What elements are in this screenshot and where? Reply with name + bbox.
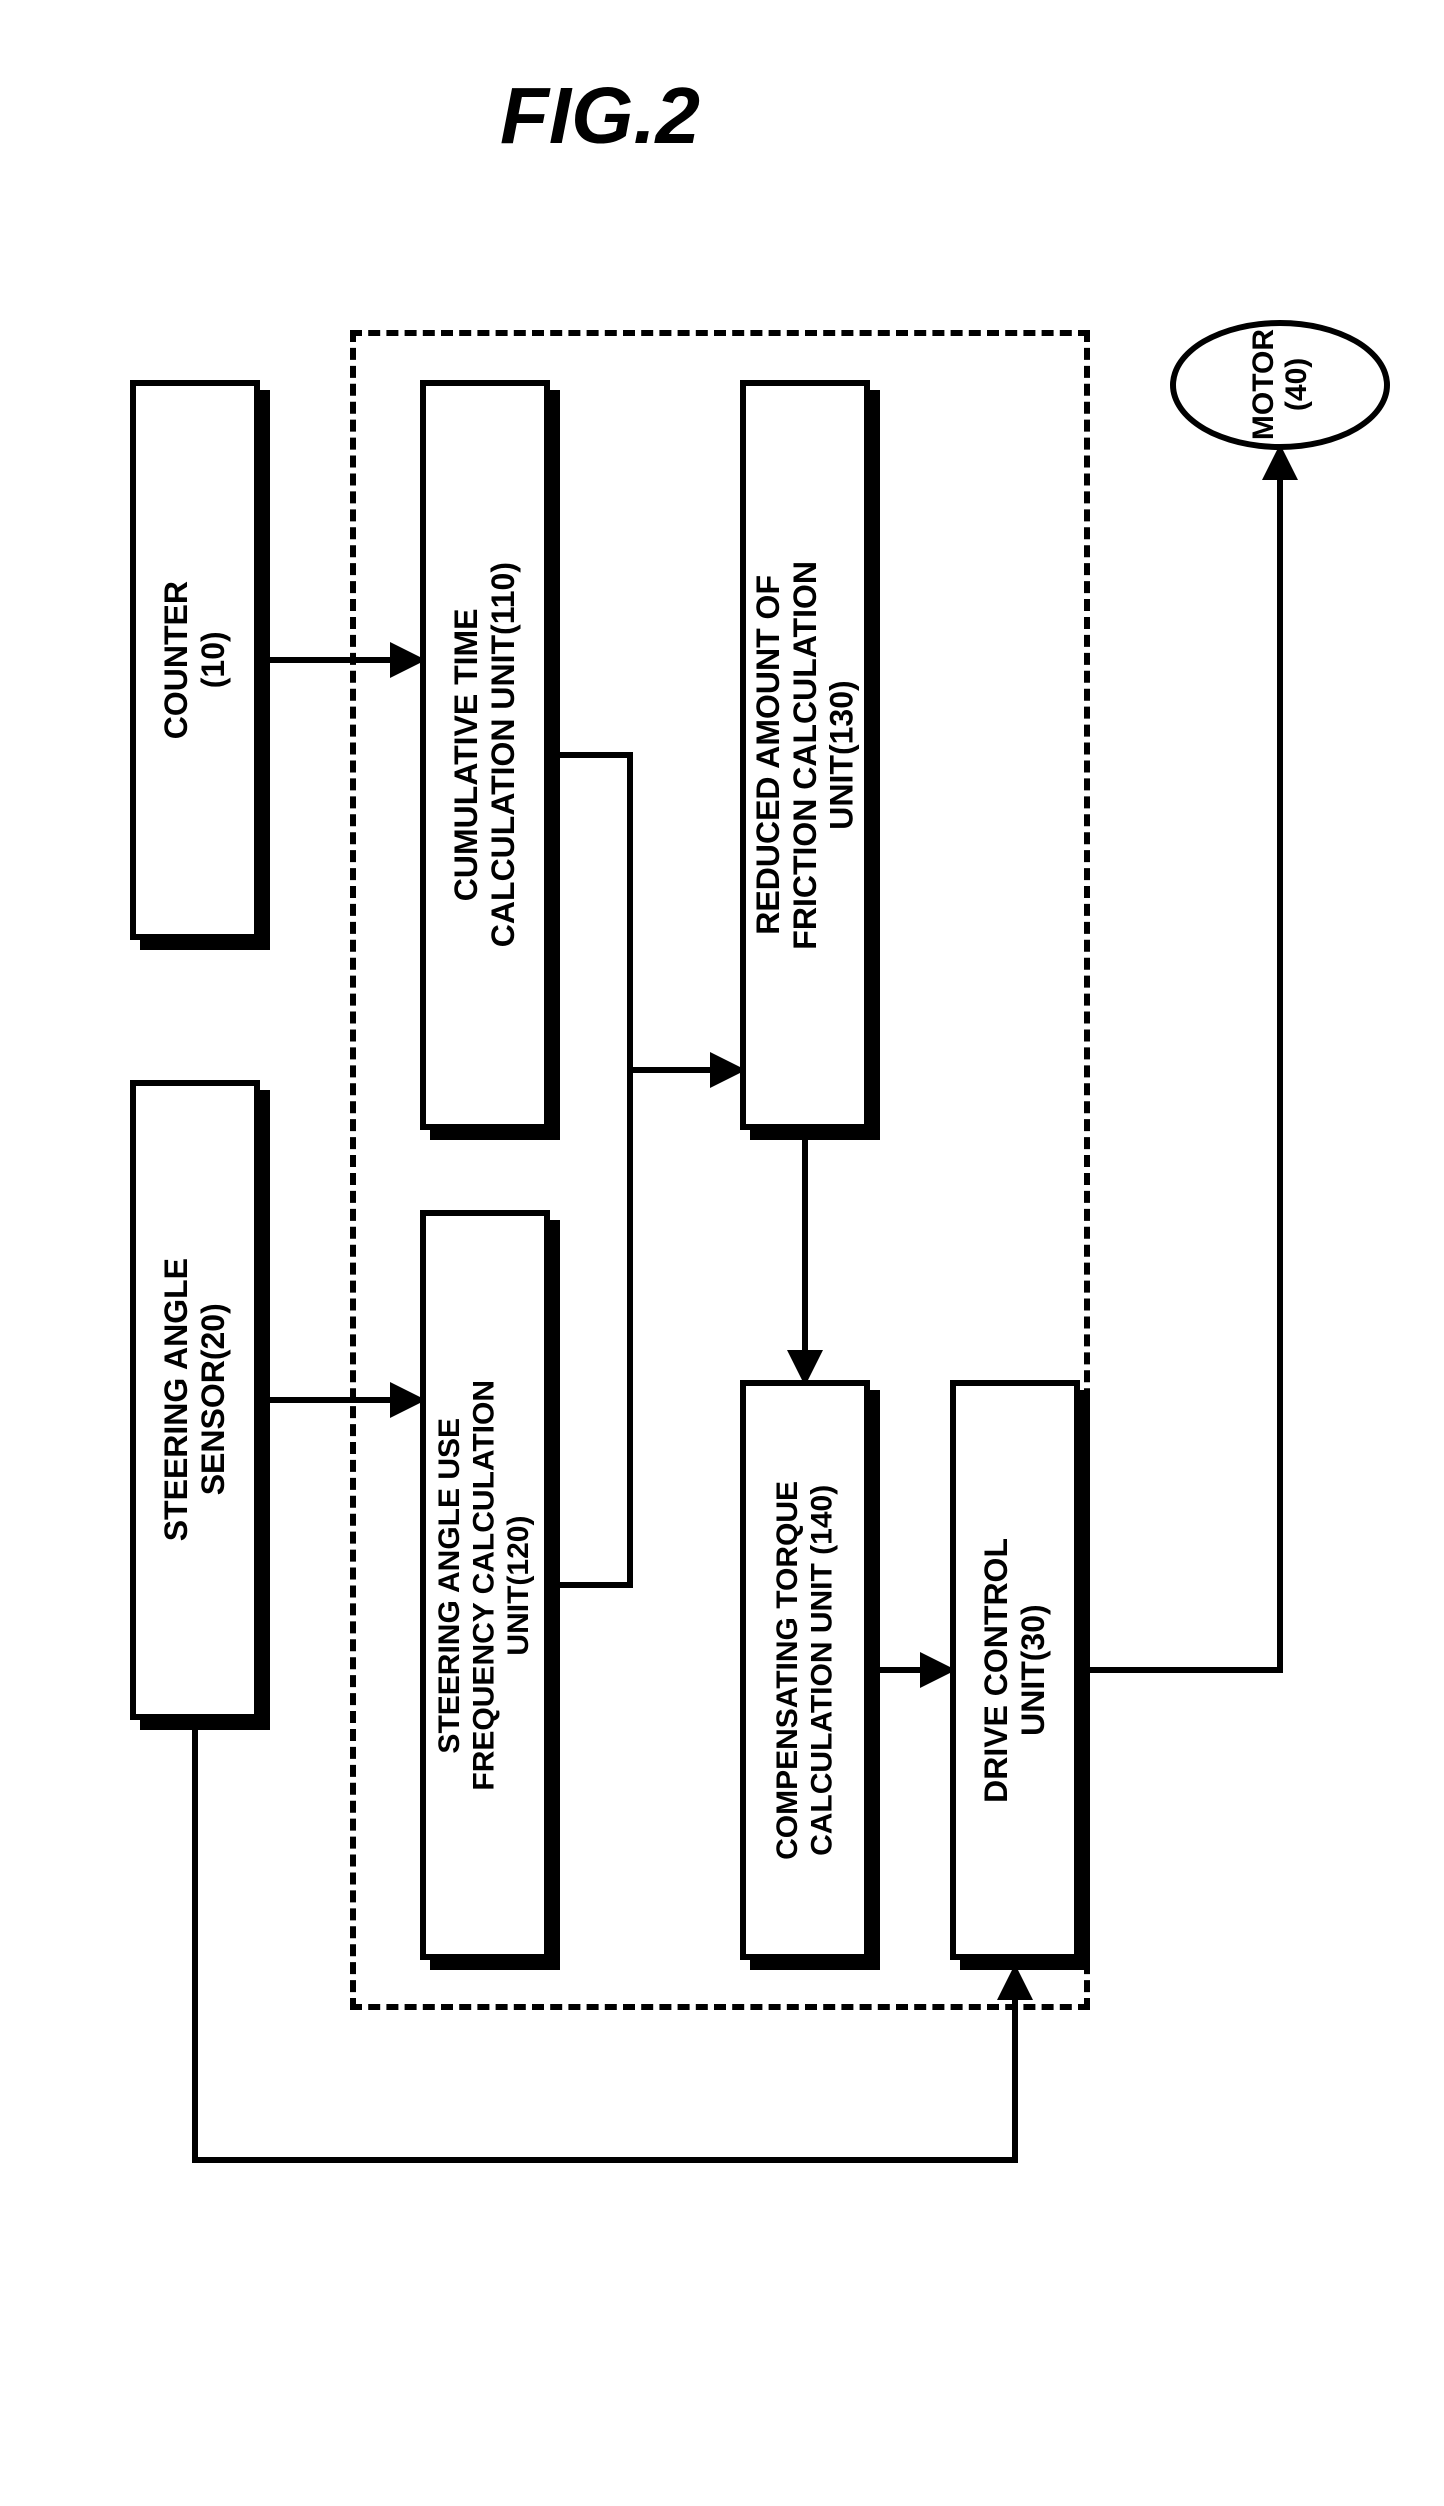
block-drive-control-unit: DRIVE CONTROLUNIT(30) <box>950 1380 1080 1960</box>
block-steering-angle-use-freq-calc: STEERING ANGLE USEFREQUENCY CALCULATIONU… <box>420 1210 550 1960</box>
block-counter: COUNTER(10) <box>130 380 260 940</box>
block-cumulative-time-calc: CUMULATIVE TIMECALCULATION UNIT(110) <box>420 380 550 1130</box>
block-motor: MOTOR(40) <box>1170 320 1390 450</box>
block-compensating-torque-calc: COMPENSATING TORQUECALCULATION UNIT (140… <box>740 1380 870 1960</box>
figure-title: FIG.2 <box>500 70 700 162</box>
edge-drive-to-motor <box>1090 450 1280 1670</box>
block-reduced-friction-calc: REDUCED AMOUNT OFFRICTION CALCULATIONUNI… <box>740 380 870 1130</box>
block-steering-angle-sensor: STEERING ANGLESENSOR(20) <box>130 1080 260 1720</box>
